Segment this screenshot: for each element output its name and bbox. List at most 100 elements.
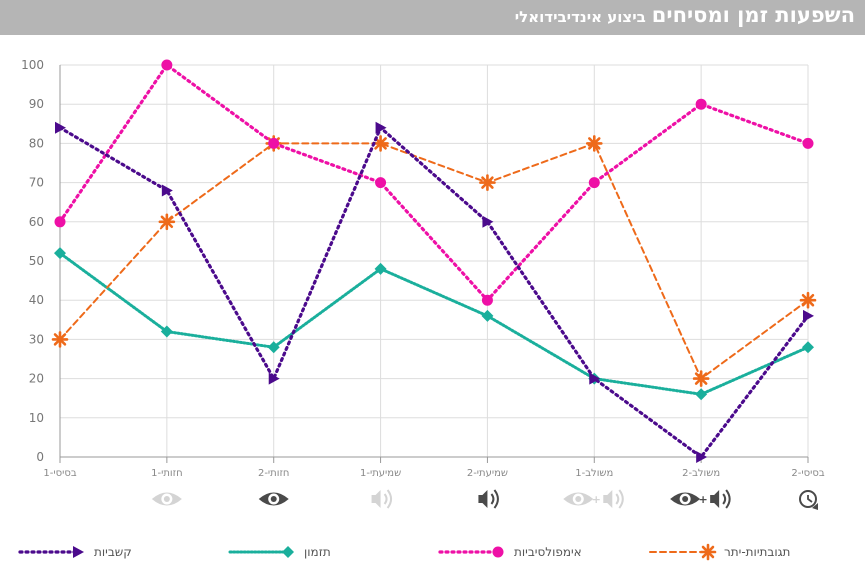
series-1 [55,121,814,463]
data-point [160,325,173,338]
grid: 0 10 20 30 40 50 60 70 80 90 100 בסיסי-1 חזותי-1 חזות… [21,58,825,479]
speaker-wave [725,489,731,509]
legend-item: אימפולסיביות [438,545,582,559]
series-line [58,125,810,460]
chart-subtitle: ביצוע אינדיבידואלי [514,8,646,26]
clock-face [799,490,817,508]
plus-sign: + [592,493,601,506]
data-point [803,309,814,322]
data-point [695,98,707,110]
x-tick-label: בסיסי-1 [43,468,76,479]
title-bar: השפעות זמן ומסיחים ביצוע אינדיבידואלי [0,0,865,35]
data-point [161,59,173,71]
clock-arrow [812,503,818,510]
legend-label: קשביות [94,545,132,559]
eye-pupil [270,496,277,502]
series-line [59,142,809,381]
y-tick-label: 30 [29,332,44,346]
x-tick-label: משולב-1 [575,468,613,479]
y-tick-label: 100 [21,58,44,72]
x-tick-label: חזותי-1 [151,468,183,479]
y-tick-label: 20 [29,372,44,386]
x-tick-label: שמיעתי-1 [360,468,401,479]
y-tick-label: 70 [29,176,44,190]
asterisk-stroke [481,176,494,189]
speaker-icon [371,489,393,509]
asterisk-stroke [801,293,815,307]
speaker-wave [722,493,727,505]
asterisk-stroke [588,137,601,150]
data-point [589,372,601,385]
series-4 [51,135,817,387]
data-point [481,309,494,322]
eye-pupil [575,496,582,502]
legend-label: אימפולסיביות [514,545,582,559]
clock-hands [807,495,813,503]
legend-label: תזמון [304,545,331,559]
asterisk-stroke [694,372,708,385]
legend-item: תגובתיות-יתר [649,543,790,561]
chart-main-title: השפעות זמן ומסיחים [651,3,855,27]
data-point [588,177,600,189]
eye-icon [151,492,182,506]
asterisk-stroke [160,215,174,229]
data-point [158,213,176,231]
speaker-icon [478,489,499,509]
asterisk-stroke [701,545,715,559]
y-tick-label: 0 [36,450,44,464]
data-point [481,294,493,306]
y-tick-label: 60 [29,215,44,229]
data-point [54,247,66,260]
speaker-body [371,490,381,508]
series-2 [54,247,814,401]
x-tick-label: שמיעתי-2 [467,468,508,479]
speaker-wave [618,489,624,509]
data-point [282,546,294,558]
data-point [479,174,496,191]
data-point [482,215,494,228]
speaker-body [710,490,720,508]
data-point [372,135,389,152]
eye-plus-speaker-icon: + [670,489,731,509]
clock-icon [799,490,818,510]
data-point [51,331,69,348]
eye-pupil [682,496,689,502]
data-point [268,137,280,149]
chart-title: השפעות זמן ומסיחים ביצוע אינדיבידואלי [515,3,855,27]
y-tick-label: 40 [29,293,44,307]
x-tick-label: חזותי-2 [258,468,290,479]
x-tick-label: בסיסי-2 [791,468,824,479]
asterisk-stroke [53,333,67,346]
data-point [374,262,387,275]
speaker-body [603,490,613,508]
data-point [267,341,280,354]
speaker-body [478,490,488,508]
eye-icon [258,492,289,506]
eye-plus-speaker-icon: + [563,489,624,509]
asterisk-stroke [374,137,387,150]
data-point [802,137,814,149]
y-tick-label: 90 [29,97,44,111]
series-line [58,251,810,396]
data-point [799,291,817,309]
y-tick-label: 10 [29,411,44,425]
data-point [55,121,66,134]
legend-item: תזמון [228,545,331,559]
plus-sign: + [699,493,708,506]
speaker-wave [615,493,620,505]
data-point [695,388,708,401]
data-point [161,184,173,197]
legend-item: קשביות [18,545,132,559]
data-point [492,546,504,558]
speaker-wave [383,493,388,505]
data-point [73,546,84,558]
speaker-wave [493,489,499,509]
y-tick-label: 50 [29,254,44,268]
series-3 [54,59,814,306]
x-tick-label: משולב-2 [682,468,720,479]
data-point [375,177,387,189]
data-point [54,216,66,228]
eye-pupil [163,496,170,502]
speaker-wave [386,489,393,509]
